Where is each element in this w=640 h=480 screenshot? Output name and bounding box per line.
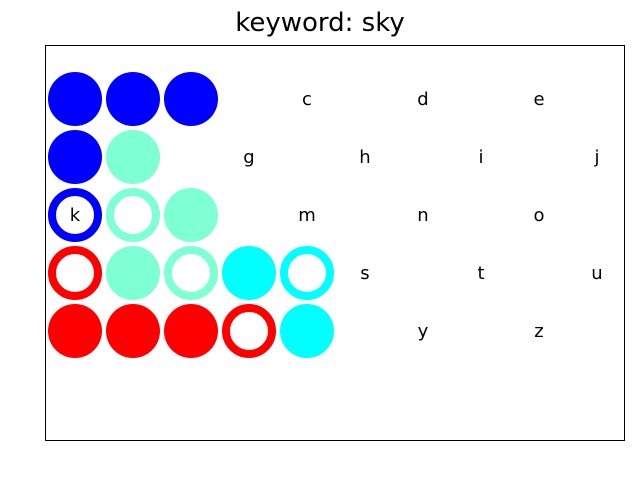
filled-circle-a: [48, 72, 102, 126]
cell-letter: j: [594, 146, 600, 168]
letter-cell-g: g: [222, 130, 276, 184]
cell-letter: u: [591, 262, 603, 284]
filled-circle-f: [48, 130, 102, 184]
filled-circle-q: [106, 246, 160, 300]
cell-letter: z: [534, 320, 544, 342]
cell-letter: n: [417, 204, 429, 226]
letter-cell-m: m: [280, 188, 334, 242]
cell-letter: k: [69, 204, 81, 226]
cell-letter: m: [298, 204, 316, 226]
letter-cell-i: i: [454, 130, 508, 184]
cell-letter: c: [302, 88, 312, 110]
cell-letter: e: [533, 88, 545, 110]
letter-cell-n: n: [396, 188, 450, 242]
filled-circle-b: [106, 72, 160, 126]
letter-cell-u: u: [570, 246, 624, 300]
cell-letter: g: [243, 146, 255, 168]
letter-cell-d: d: [396, 72, 450, 126]
keyword-title: keyword: sky: [235, 8, 405, 38]
letter-cell-c: c: [280, 72, 334, 126]
ring-circle-k: k: [48, 188, 102, 242]
letter-cell-s: s: [338, 246, 392, 300]
filled-circle-y: [280, 304, 334, 358]
filled-circle-c: [164, 72, 218, 126]
cell-letter: i: [478, 146, 484, 168]
letter-cell-z: z: [512, 304, 566, 358]
filled-circle-v: [106, 304, 160, 358]
letter-cell-e: e: [512, 72, 566, 126]
ring-circle-x: [222, 304, 276, 358]
cell-letter: t: [477, 262, 485, 284]
letter-cell-h: h: [338, 130, 392, 184]
letter-cell-o: o: [512, 188, 566, 242]
letter-cell-y: y: [396, 304, 450, 358]
letter-cell-j: j: [570, 130, 624, 184]
cell-letter: d: [417, 88, 429, 110]
filled-circle-m: [164, 188, 218, 242]
ring-circle-l: [106, 188, 160, 242]
cell-letter: s: [360, 262, 370, 284]
ring-circle-p: [48, 246, 102, 300]
filled-circle-s: [222, 246, 276, 300]
filled-circle-g: [106, 130, 160, 184]
game-board: c d e g h i j k m n o s t u y z: [45, 45, 625, 441]
ring-circle-r: [164, 246, 218, 300]
filled-circle-u: [48, 304, 102, 358]
cell-letter: y: [417, 320, 429, 342]
filled-circle-w: [164, 304, 218, 358]
cell-letter: h: [359, 146, 371, 168]
cell-letter: o: [533, 204, 545, 226]
ring-circle-t: [280, 246, 334, 300]
letter-cell-t: t: [454, 246, 508, 300]
